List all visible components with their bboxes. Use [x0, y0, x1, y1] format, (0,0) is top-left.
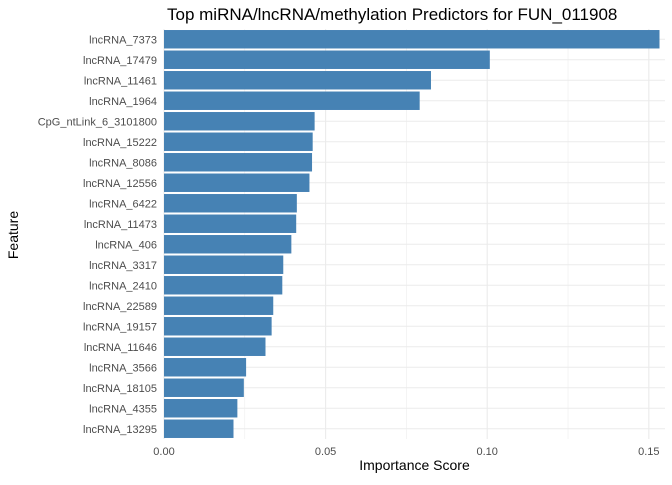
bar	[164, 317, 272, 336]
chart-title: Top miRNA/lncRNA/methylation Predictors …	[167, 5, 617, 24]
bar	[164, 30, 660, 49]
bars	[164, 30, 660, 438]
bar	[164, 296, 274, 315]
y-tick-label: lncRNA_17479	[83, 55, 157, 67]
x-tick-labels: 0.00 0.05 0.10 0.15	[153, 446, 659, 458]
y-tick-label: lncRNA_12556	[83, 178, 157, 190]
x-tick-label: 0.15	[638, 446, 659, 458]
x-tick-label: 0.05	[315, 446, 336, 458]
y-tick-label: lncRNA_7373	[89, 34, 157, 46]
y-tick-label: lncRNA_13295	[83, 424, 157, 436]
bar	[164, 419, 234, 438]
bar	[164, 91, 420, 110]
y-tick-label: lncRNA_15222	[83, 137, 157, 149]
y-tick-labels: lncRNA_7373 lncRNA_17479 lncRNA_11461 lncRN…	[38, 34, 157, 436]
bar	[164, 173, 310, 192]
x-axis-title: Importance Score	[359, 457, 470, 473]
y-tick-label: lncRNA_2410	[89, 280, 157, 292]
bar	[164, 153, 313, 172]
y-tick-label: lncRNA_11646	[84, 342, 157, 354]
bar	[164, 358, 247, 377]
y-tick-label: lncRNA_18105	[83, 383, 157, 395]
bar	[164, 399, 238, 418]
y-tick-label: lncRNA_22589	[83, 301, 157, 313]
bar	[164, 235, 292, 254]
x-tick-label: 0.10	[477, 446, 498, 458]
bar	[164, 112, 315, 131]
y-tick-label: lncRNA_8086	[89, 157, 157, 169]
bar	[164, 194, 297, 213]
y-tick-label: lncRNA_406	[95, 239, 157, 251]
bar	[164, 378, 244, 397]
bar	[164, 276, 283, 295]
x-tick-label: 0.00	[153, 446, 174, 458]
y-tick-label: lncRNA_4355	[89, 403, 157, 415]
bar	[164, 132, 313, 151]
y-tick-label: lncRNA_11473	[84, 219, 157, 231]
y-tick-label: lncRNA_3566	[89, 362, 157, 374]
y-tick-label: lncRNA_19157	[83, 321, 157, 333]
y-tick-label: lncRNA_3317	[89, 260, 157, 272]
y-axis-title: Feature	[5, 211, 21, 259]
y-tick-label: CpG_ntLink_6_3101800	[38, 116, 157, 128]
grid	[163, 29, 665, 439]
y-tick-label: lncRNA_6422	[89, 198, 157, 210]
bar	[164, 214, 297, 233]
bar	[164, 337, 266, 356]
y-tick-label: lncRNA_11461	[84, 75, 157, 87]
y-tick-label: lncRNA_1964	[89, 96, 157, 108]
bar	[164, 255, 284, 274]
bar	[164, 71, 431, 90]
bar	[164, 50, 490, 69]
